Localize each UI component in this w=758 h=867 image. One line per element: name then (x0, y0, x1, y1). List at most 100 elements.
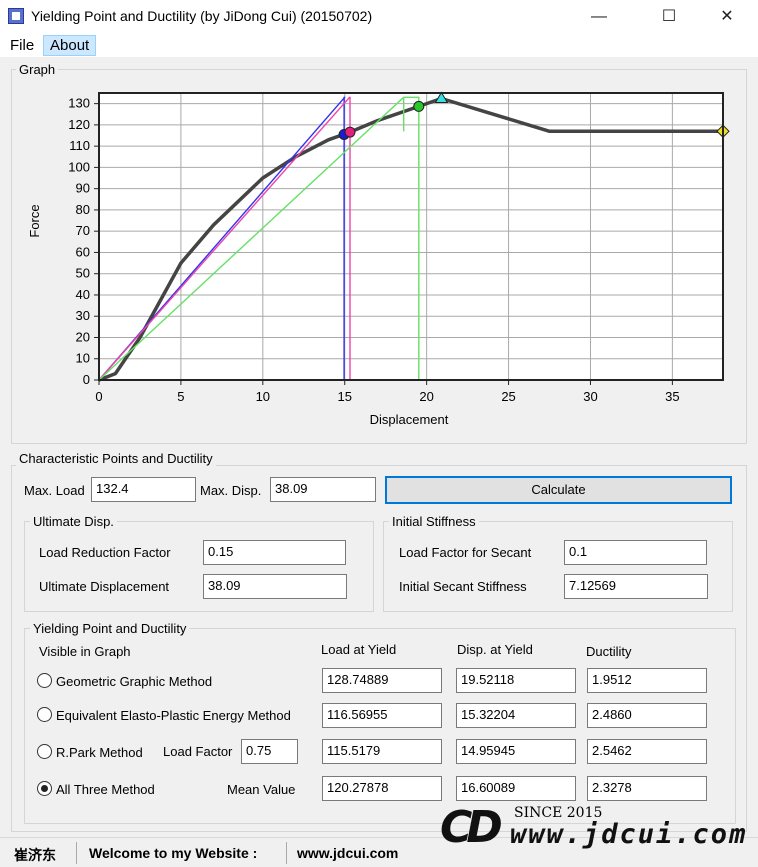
y-tick-label: 50 (76, 266, 90, 281)
x-tick-label: 15 (337, 389, 351, 404)
window-title: Yielding Point and Ductility (by JiDong … (31, 8, 373, 24)
y-axis-label: Force (27, 204, 42, 237)
logo-url-text: www.jdcui.com (510, 819, 748, 850)
status-separator (286, 842, 287, 864)
x-tick-label: 10 (256, 389, 270, 404)
title-bar: Yielding Point and Ductility (by JiDong … (0, 0, 758, 33)
y-tick-label: 40 (76, 287, 90, 302)
status-separator (76, 842, 77, 864)
rpark-method-label: R.Park Method (56, 745, 143, 760)
x-axis-label: Displacement (370, 412, 449, 427)
load-reduction-factor-input[interactable]: 0.15 (203, 540, 346, 565)
jdcui-logo: CD SINCE 2015 www.jdcui.com (440, 802, 758, 862)
minimize-button[interactable]: — (591, 8, 607, 25)
geometric-load-input[interactable]: 128.74889 (322, 668, 442, 693)
y-tick-label: 130 (68, 96, 90, 111)
ultimate-displacement-input[interactable]: 38.09 (203, 574, 347, 599)
yield-point-marker (413, 100, 425, 112)
load-at-yield-header: Load at Yield (321, 642, 397, 657)
mean-value-label: Mean Value (227, 782, 296, 797)
load-factor-secant-label: Load Factor for Secant (399, 545, 532, 560)
y-tick-label: 100 (68, 159, 90, 174)
website-link[interactable]: www.jdcui.com (297, 845, 399, 861)
y-tick-label: 80 (76, 202, 90, 217)
radio-energy-method[interactable] (37, 707, 52, 722)
x-tick-label: 5 (177, 389, 184, 404)
graph-group (11, 69, 747, 444)
energy-disp-input[interactable]: 15.32204 (456, 703, 576, 728)
menu-file[interactable]: File (10, 37, 35, 54)
y-tick-label: 10 (76, 351, 90, 366)
x-tick-label: 0 (95, 389, 102, 404)
plot-area (99, 93, 723, 380)
menu-bar: File About (0, 33, 758, 57)
app-icon (8, 8, 24, 24)
menu-about[interactable]: About (43, 35, 97, 56)
yield-construction-line (98, 96, 420, 381)
calculate-button[interactable]: Calculate (385, 476, 732, 504)
x-tick-label: 30 (583, 389, 597, 404)
mean-ductility-input[interactable]: 2.3278 (587, 776, 707, 801)
y-tick-label: 70 (76, 223, 90, 238)
max-disp-input[interactable]: 38.09 (270, 477, 376, 502)
load-factor-label: Load Factor (163, 744, 233, 759)
chart-axes: 0 5 10 15 20 25 30 35 0 10 20 30 40 50 60 70 80 90 100 110 1… (68, 92, 724, 404)
yield-point-marker (344, 126, 356, 138)
mean-disp-input[interactable]: 16.60089 (456, 776, 576, 801)
load-reduction-factor-label: Load Reduction Factor (39, 545, 171, 560)
radio-rpark-method[interactable] (37, 744, 52, 759)
logo-cd-mark: CD (440, 802, 503, 853)
max-load-label: Max. Load (24, 483, 85, 498)
max-load-marker (434, 91, 449, 104)
characteristic-group-label: Characteristic Points and Ductility (16, 451, 216, 466)
y-tick-label: 30 (76, 308, 90, 323)
geometric-method-label: Geometric Graphic Method (56, 674, 213, 689)
close-button[interactable]: ✕ (720, 8, 734, 25)
graph-group-label: Graph (16, 62, 59, 77)
force-displacement-chart: 0 5 10 15 20 25 30 35 0 10 20 30 40 50 60 70 80 90 100 110 1… (27, 91, 730, 427)
maximize-button[interactable]: ☐ (661, 8, 677, 25)
author-name: 崔济东 (14, 847, 56, 863)
max-load-input[interactable]: 132.4 (91, 477, 196, 502)
max-disp-label: Max. Disp. (200, 483, 262, 498)
ductility-header: Ductility (586, 644, 632, 659)
plot-border (98, 92, 724, 381)
rpark-load-input[interactable]: 115.5179 (322, 739, 442, 764)
visible-in-graph-label: Visible in Graph (39, 644, 131, 659)
yielding-group (24, 628, 736, 824)
x-tick-label: 20 (419, 389, 433, 404)
disp-at-yield-header: Disp. at Yield (457, 642, 533, 657)
energy-ductility-input[interactable]: 2.4860 (587, 703, 707, 728)
energy-load-input[interactable]: 116.56955 (322, 703, 442, 728)
initial-stiffness-group-label: Initial Stiffness (389, 514, 479, 529)
ultimate-displacement-label: Ultimate Displacement (39, 579, 170, 594)
radio-geometric-method[interactable] (37, 673, 52, 688)
all-three-method-label: All Three Method (56, 782, 155, 797)
yielding-group-label: Yielding Point and Ductility (30, 621, 190, 636)
chart-grid (98, 93, 723, 381)
welcome-text: Welcome to my Website : (89, 845, 258, 861)
rpark-disp-input[interactable]: 14.95945 (456, 739, 576, 764)
initial-secant-stiffness-label: Initial Secant Stiffness (399, 579, 527, 594)
characteristic-group (11, 465, 747, 832)
ultimate-group-label: Ultimate Disp. (30, 514, 117, 529)
y-tick-label: 60 (76, 244, 90, 259)
rpark-ductility-input[interactable]: 2.5462 (587, 739, 707, 764)
load-factor-input[interactable]: 0.75 (241, 739, 298, 764)
status-bar: 崔济东 Welcome to my Website : www.jdcui.co… (0, 837, 758, 867)
y-tick-label: 110 (69, 138, 90, 153)
geometric-ductility-input[interactable]: 1.9512 (587, 668, 707, 693)
load-factor-secant-input[interactable]: 0.1 (564, 540, 707, 565)
ultimate-group (24, 521, 374, 612)
radio-all-three-method[interactable] (37, 781, 52, 796)
yield-construction-line (98, 96, 346, 381)
y-tick-label: 20 (76, 329, 90, 344)
geometric-disp-input[interactable]: 19.52118 (456, 668, 576, 693)
yield-construction-line (98, 96, 351, 381)
x-tick-label: 25 (501, 389, 515, 404)
initial-stiffness-group (383, 521, 733, 612)
initial-secant-stiffness-input[interactable]: 7.12569 (564, 574, 708, 599)
energy-method-label: Equivalent Elasto-Plastic Energy Method (56, 708, 291, 723)
y-tick-label: 120 (68, 117, 90, 132)
mean-load-input[interactable]: 120.27878 (322, 776, 442, 801)
